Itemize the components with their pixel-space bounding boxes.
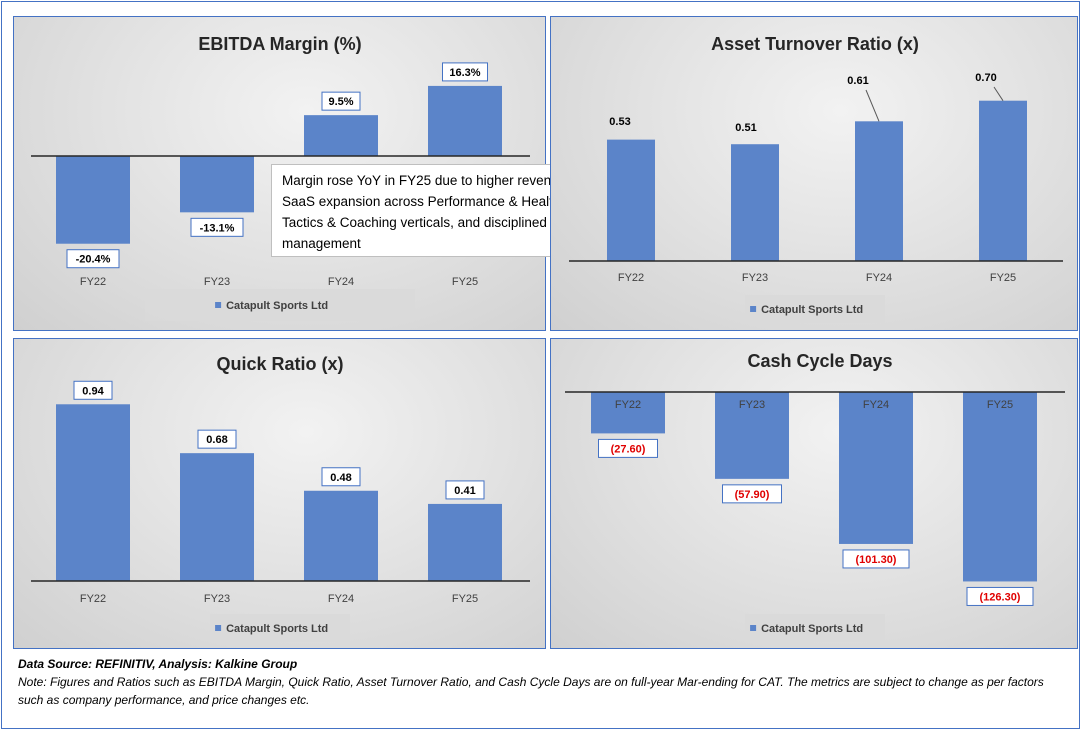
- data-label-FY24: 0.61: [847, 75, 868, 87]
- quick-ratio-chart: Quick Ratio (x) 0.94 FY22 0.68 FY23 0.48 FY24 0…: [13, 338, 546, 649]
- legend-swatch: [215, 625, 222, 631]
- data-label-FY23-box: [197, 429, 237, 449]
- legend-swatch: [750, 625, 757, 631]
- tick-FY23: FY23: [739, 399, 765, 411]
- tick-FY22: FY22: [80, 593, 106, 605]
- tick-FY25: FY25: [452, 593, 478, 605]
- bar-FY22: [591, 392, 665, 434]
- data-label-FY25: 16.3%: [449, 67, 480, 79]
- data-label-FY24-box: [321, 467, 361, 487]
- legend-label: Catapult Sports Ltd: [226, 623, 328, 635]
- tick-FY22: FY22: [615, 399, 641, 411]
- legend-box: [145, 289, 415, 321]
- chart-title: EBITDA Margin (%): [198, 34, 361, 54]
- chart-title: Asset Turnover Ratio (x): [711, 34, 919, 54]
- bar-FY23: [180, 156, 254, 213]
- bar-FY25: [428, 503, 502, 581]
- bar-FY25: [979, 100, 1027, 261]
- leader-line-FY24: [865, 89, 880, 122]
- data-label-FY22-box: [66, 249, 120, 269]
- legend-box: [745, 614, 885, 642]
- data-label-FY23: 0.68: [206, 434, 227, 446]
- tick-FY24: FY24: [866, 272, 892, 284]
- data-label-FY24: (101.30): [856, 554, 897, 566]
- bar-FY24: [304, 490, 378, 581]
- tick-FY24: FY24: [328, 276, 354, 288]
- chart-title: Cash Cycle Days: [747, 351, 892, 371]
- data-label-FY24: 9.5%: [328, 96, 353, 108]
- data-label-FY22: 0.53: [609, 116, 630, 128]
- data-label-FY23-box: [722, 484, 782, 504]
- legend-swatch: [750, 306, 757, 312]
- legend-label: Catapult Sports Ltd: [761, 623, 863, 635]
- data-label-FY25-box: [966, 586, 1034, 606]
- tick-FY25: FY25: [990, 272, 1016, 284]
- footnote: Note: Figures and Ratios such as EBITDA …: [18, 675, 1044, 707]
- data-label-FY23: 0.51: [735, 122, 756, 134]
- data-label-FY25: 0.70: [975, 72, 996, 84]
- data-label-FY24-box: [321, 91, 361, 111]
- tick-FY25: FY25: [987, 399, 1013, 411]
- data-label-FY25: 0.41: [454, 485, 475, 497]
- data-label-FY25-box: [442, 62, 488, 82]
- data-label-FY22: (27.60): [611, 443, 646, 455]
- cash-cycle-chart: Cash Cycle Days FY22 (27.60) FY23 (57.90) FY2…: [550, 338, 1078, 649]
- tick-FY23: FY23: [204, 276, 230, 288]
- bar-FY22: [56, 404, 130, 581]
- bar-FY23: [715, 392, 789, 479]
- data-label-FY22-box: [73, 380, 113, 400]
- chart-title: Quick Ratio (x): [216, 354, 343, 374]
- tick-FY22: FY22: [80, 276, 106, 288]
- bar-FY23: [731, 144, 779, 261]
- asset-turnover-chart: Asset Turnover Ratio (x) 0.53 FY22 0.51 FY23…: [550, 16, 1078, 331]
- footer: Data Source: REFINITIV, Analysis: Kalkin…: [18, 655, 1068, 709]
- bar-FY24: [839, 392, 913, 544]
- legend-label: Catapult Sports Ltd: [226, 300, 328, 312]
- data-label-FY23: -13.1%: [200, 222, 235, 234]
- data-label-FY24-box: [842, 549, 910, 569]
- data-label-FY25: (126.30): [980, 591, 1021, 603]
- ebitda-margin-chart: EBITDA Margin (%) -20.4% FY22 -13.1% FY23 9.5…: [13, 16, 613, 331]
- data-label-FY22: -20.4%: [76, 254, 111, 266]
- data-label-FY23-box: [190, 217, 244, 237]
- legend-box: [745, 295, 885, 323]
- data-label-FY22: 0.94: [82, 385, 104, 397]
- tick-FY24: FY24: [328, 593, 354, 605]
- legend-swatch: [215, 302, 222, 308]
- tick-FY24: FY24: [863, 399, 889, 411]
- legend-label: Catapult Sports Ltd: [761, 304, 863, 316]
- bar-FY24: [304, 115, 378, 156]
- tick-FY25: FY25: [452, 276, 478, 288]
- tick-FY23: FY23: [204, 593, 230, 605]
- data-label-FY25-box: [445, 480, 485, 500]
- data-label-FY23: (57.90): [735, 489, 770, 501]
- legend-box: [210, 614, 350, 642]
- data-label-FY24: 0.48: [330, 472, 351, 484]
- data-label-FY22-box: [598, 438, 658, 458]
- bar-FY23: [180, 453, 254, 581]
- bar-FY22: [607, 139, 655, 261]
- bar-FY25: [428, 85, 502, 156]
- tick-FY23: FY23: [742, 272, 768, 284]
- leader-line-FY25: [993, 86, 1004, 101]
- bar-FY22: [56, 156, 130, 244]
- tick-FY22: FY22: [618, 272, 644, 284]
- bar-FY25: [963, 392, 1037, 582]
- data-source: Data Source: REFINITIV, Analysis: Kalkin…: [18, 657, 298, 671]
- bar-FY24: [855, 121, 903, 261]
